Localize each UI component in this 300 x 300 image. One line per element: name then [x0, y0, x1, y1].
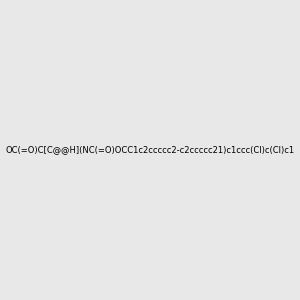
Text: OC(=O)C[C@@H](NC(=O)OCC1c2ccccc2-c2ccccc21)c1ccc(Cl)c(Cl)c1: OC(=O)C[C@@H](NC(=O)OCC1c2ccccc2-c2ccccc… [5, 146, 295, 154]
